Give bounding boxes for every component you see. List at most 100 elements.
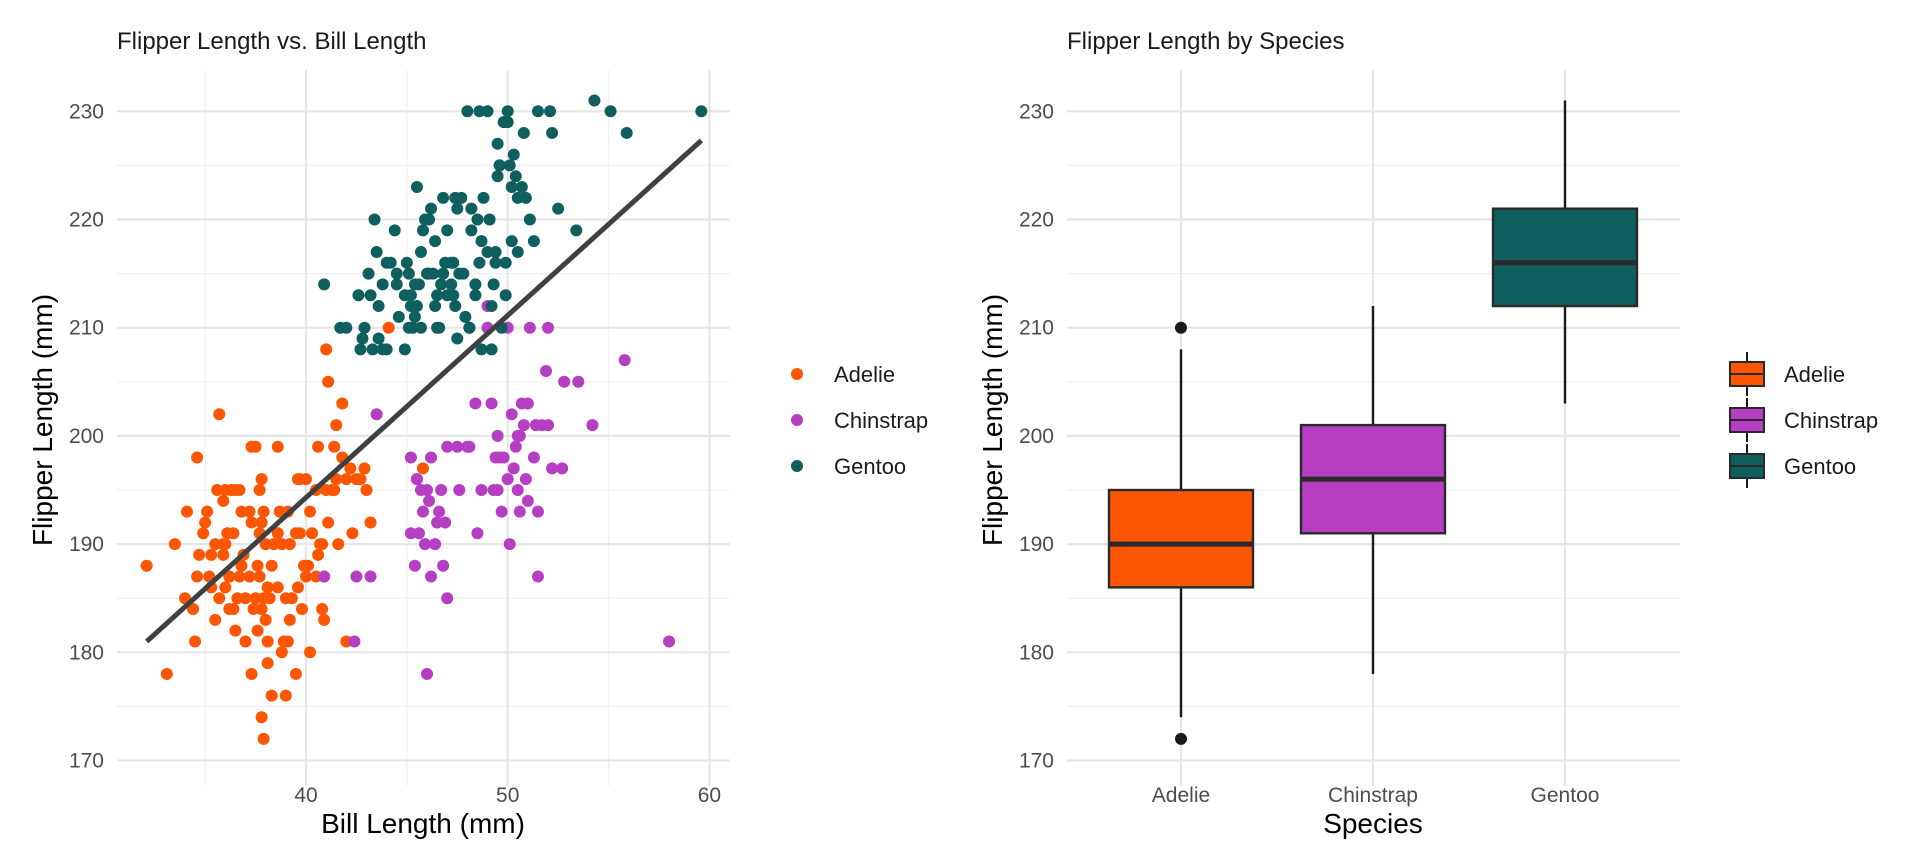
scatter-point-chinstrap (521, 397, 534, 410)
boxplot-panel: Flipper Length by Species 170 180 190 200 21… (977, 28, 1878, 839)
scatter-point-adelie (289, 527, 302, 540)
scatter-point-gentoo (318, 278, 331, 291)
scatter-point-adelie (336, 397, 349, 410)
scatter-point-adelie (328, 440, 341, 453)
scatter-point-gentoo (471, 213, 484, 226)
scatter-point-gentoo (370, 245, 383, 258)
scatter-point-gentoo (485, 343, 498, 356)
scatter-point-adelie (354, 473, 367, 486)
scatter-point-gentoo (604, 105, 617, 118)
scatter-point-chinstrap (542, 321, 555, 334)
boxplot-legend-item-adelie: Adelie (1729, 352, 1845, 396)
scatter-point-adelie (160, 667, 173, 680)
scatter-point-adelie (320, 343, 333, 356)
scatter-point-adelie (271, 581, 284, 594)
scatter-point-gentoo (477, 191, 490, 204)
boxplot-legend-label: Gentoo (1784, 454, 1856, 479)
scatter-point-gentoo (368, 213, 381, 226)
scatter-point-chinstrap (509, 440, 522, 453)
scatter-point-chinstrap (348, 635, 361, 648)
scatter-point-adelie (180, 505, 193, 518)
scatter-point-gentoo (475, 343, 488, 356)
scatter-point-adelie (257, 505, 270, 518)
scatter-point-gentoo (380, 343, 393, 356)
scatter-point-adelie (316, 538, 329, 551)
scatter-point-gentoo (425, 202, 438, 215)
boxplot-legend-label: Adelie (1784, 362, 1845, 387)
scatter-point-chinstrap (531, 505, 544, 518)
scatter-point-chinstrap (501, 473, 514, 486)
scatter-y-ticks: 170 180 190 200 210 220 230 (69, 100, 104, 772)
scatter-point-gentoo (404, 289, 417, 302)
scatter-point-adelie (261, 581, 274, 594)
scatter-point-adelie (330, 419, 343, 432)
scatter-point-gentoo (410, 300, 423, 313)
scatter-point-gentoo (546, 126, 559, 139)
scatter-point-adelie (255, 516, 268, 529)
scatter-point-adelie (265, 689, 278, 702)
boxplot-legend-item-gentoo: Gentoo (1729, 444, 1856, 488)
scatter-point-chinstrap (435, 484, 448, 496)
box-outlier (1175, 321, 1187, 334)
scatter-point-gentoo (509, 170, 522, 183)
scatter-point-adelie (251, 624, 264, 637)
scatter-point-chinstrap (416, 505, 429, 518)
scatter-point-gentoo (354, 343, 367, 356)
scatter-point-gentoo (449, 191, 462, 204)
scatter-point-adelie (320, 484, 333, 496)
scatter-point-adelie (279, 689, 292, 702)
scatter-point-adelie (223, 603, 236, 616)
scatter-legend-label: Chinstrap (834, 408, 928, 433)
scatter-point-chinstrap (491, 484, 504, 496)
scatter-point-adelie (201, 505, 214, 518)
scatter-point-adelie (275, 646, 288, 659)
scatter-point-gentoo (441, 289, 454, 302)
scatter-point-chinstrap (531, 570, 544, 583)
scatter-point-chinstrap (663, 635, 676, 648)
scatter-point-chinstrap (618, 354, 631, 367)
scatter-point-adelie (235, 559, 248, 572)
boxplot-legend-item-chinstrap: Chinstrap (1729, 398, 1878, 442)
scatter-point-gentoo (384, 256, 397, 269)
scatter-point-adelie (227, 527, 240, 540)
boxplot-y-tick-label: 220 (1019, 209, 1054, 232)
scatter-point-chinstrap (513, 505, 526, 518)
scatter-point-chinstrap (421, 484, 434, 496)
scatter-point-gentoo (505, 181, 518, 194)
scatter-point-gentoo (499, 256, 512, 269)
scatter-point-adelie (360, 484, 373, 496)
scatter-point-gentoo (531, 105, 544, 118)
box-chinstrap (1299, 306, 1447, 674)
scatter-point-chinstrap (404, 451, 417, 464)
scatter-point-gentoo (503, 159, 516, 172)
scatter-point-gentoo (441, 224, 454, 237)
boxplot-x-tick-label: Adelie (1152, 784, 1210, 807)
scatter-point-adelie (312, 548, 325, 561)
scatter-point-adelie (304, 505, 317, 518)
scatter-point-adelie (213, 408, 226, 421)
scatter-point-adelie (255, 711, 268, 724)
scatter-point-chinstrap (519, 473, 532, 486)
scatter-point-gentoo (372, 332, 385, 345)
scatter-point-gentoo (435, 278, 448, 291)
scatter-point-chinstrap (318, 570, 331, 583)
scatter-point-gentoo (463, 321, 476, 334)
scatter-point-gentoo (416, 224, 429, 237)
scatter-point-gentoo (465, 202, 478, 215)
scatter-point-adelie (261, 635, 274, 648)
scatter-point-chinstrap (451, 440, 464, 453)
scatter-legend: Adelie Chinstrap Gentoo (791, 362, 928, 479)
scatter-point-chinstrap (423, 494, 436, 507)
scatter-point-gentoo (519, 191, 532, 204)
scatter-point-chinstrap (425, 570, 438, 583)
scatter-point-adelie (187, 603, 200, 616)
scatter-point-chinstrap (441, 440, 454, 453)
scatter-point-chinstrap (471, 527, 484, 540)
scatter-point-chinstrap (370, 408, 383, 421)
scatter-point-gentoo (469, 278, 482, 291)
scatter-point-chinstrap (437, 559, 450, 572)
scatter-x-tick-label: 40 (294, 784, 317, 807)
scatter-point-gentoo (695, 105, 708, 118)
scatter-point-adelie (245, 440, 258, 453)
scatter-point-chinstrap (433, 505, 446, 518)
